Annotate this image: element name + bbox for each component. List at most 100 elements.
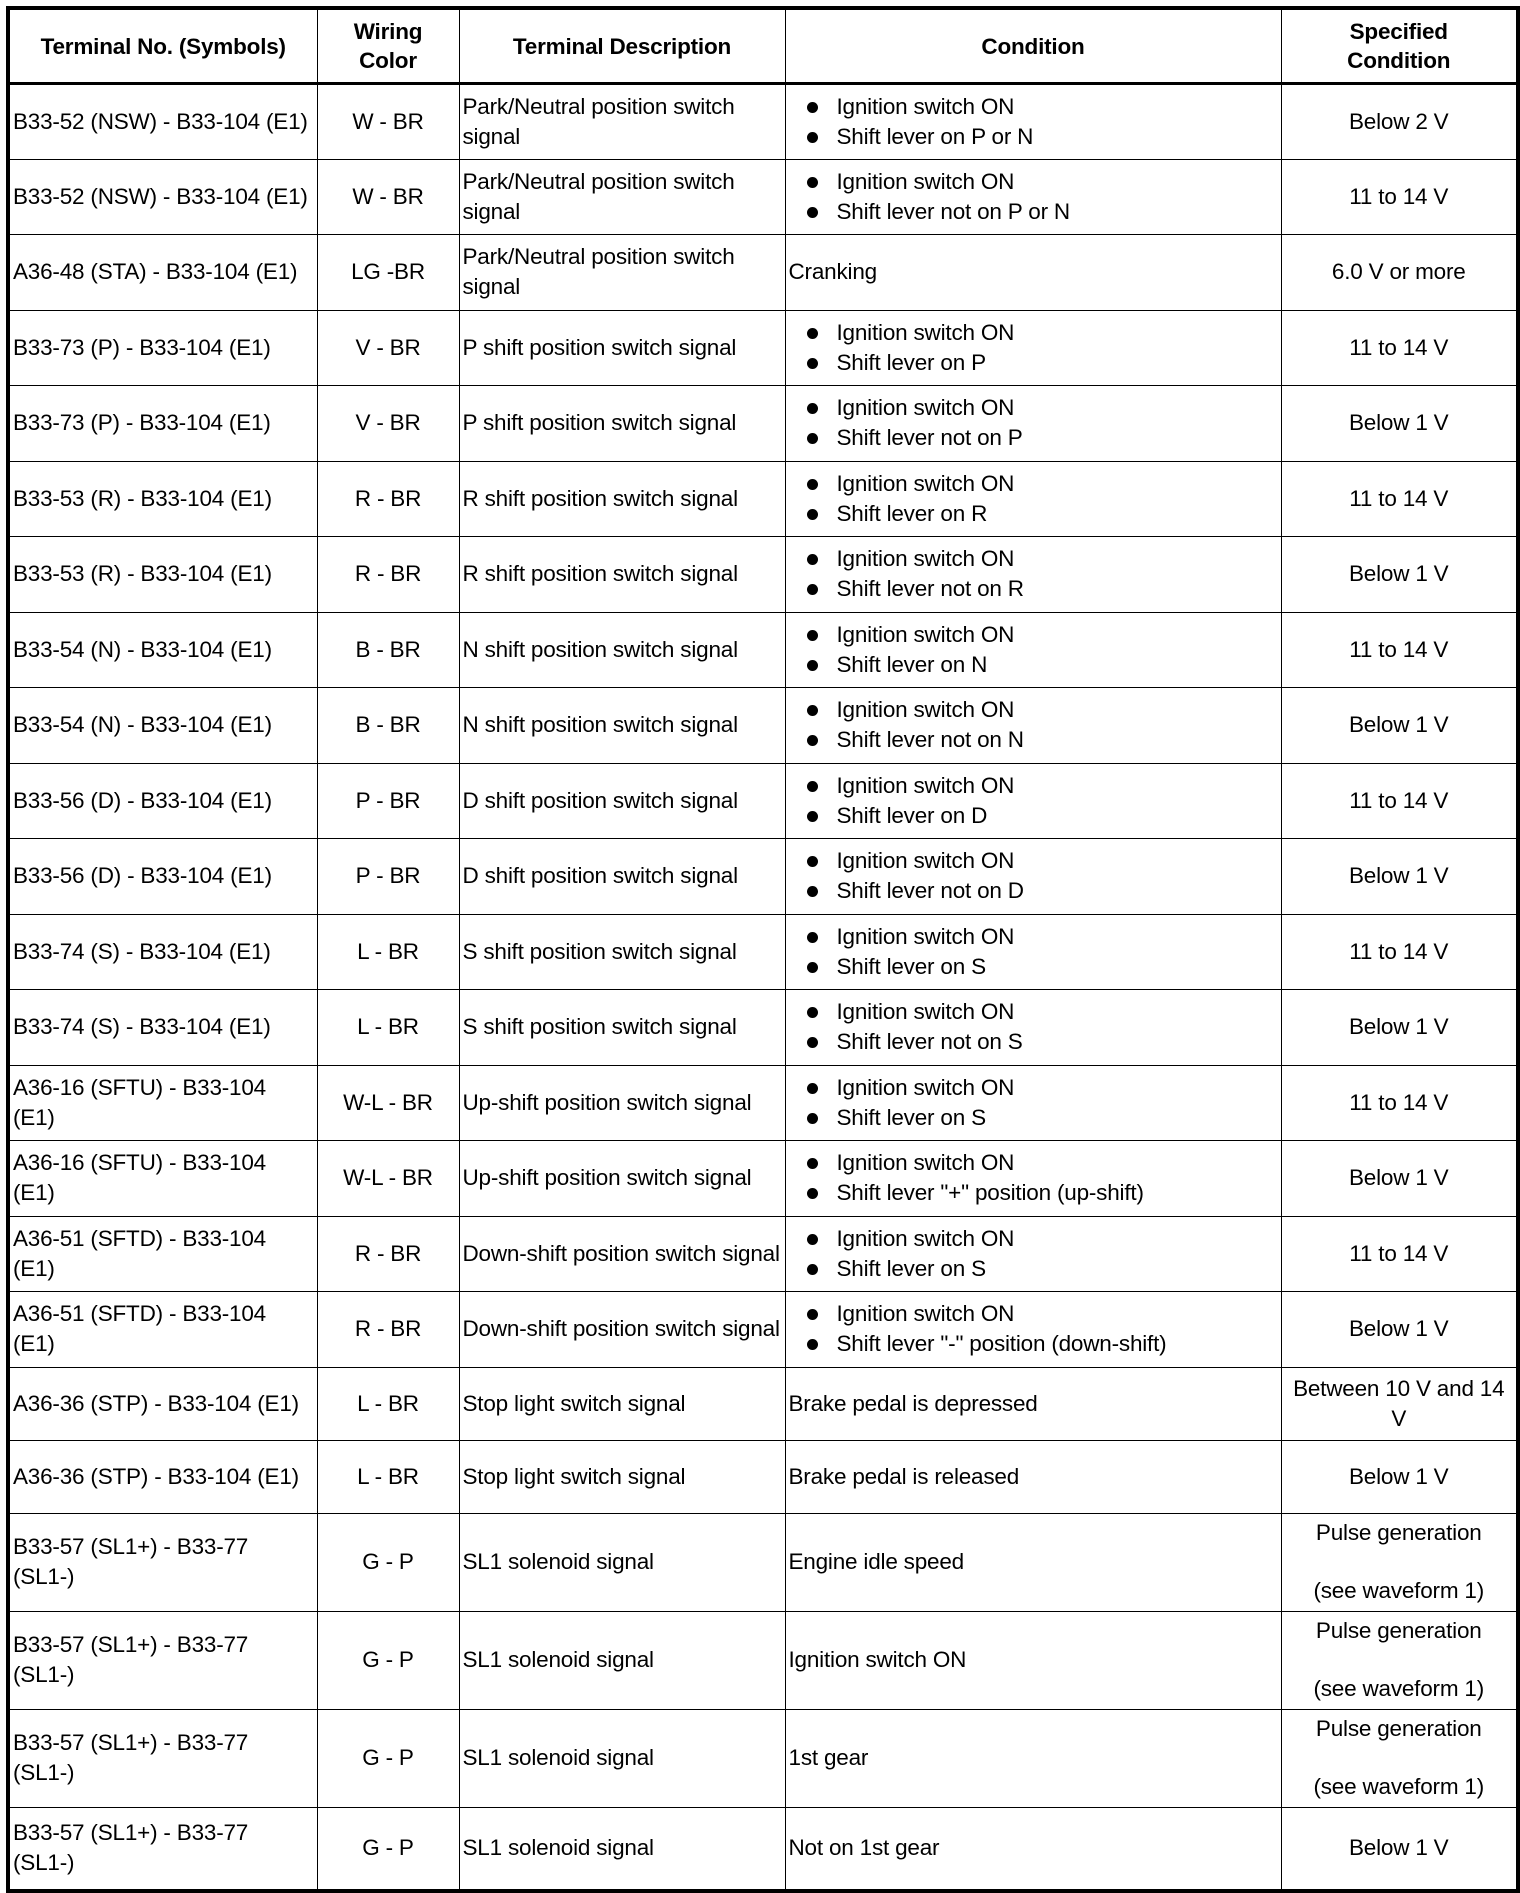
- condition-item: Ignition switch ON: [806, 393, 1278, 423]
- spec-line: (see waveform 1): [1313, 1676, 1485, 1701]
- table-row: B33-56 (D) - B33-104 (E1) P - BR D shift p…: [7, 762, 1519, 839]
- condition-list: Ignition switch ON Shift lever on S: [789, 922, 1278, 982]
- condition-cell: Ignition switch ON Shift lever on P or N: [784, 83, 1282, 160]
- condition-item: Ignition switch ON: [806, 1148, 1278, 1178]
- specified-condition-cell: 11 to 14 V: [1280, 762, 1519, 839]
- description-cell: Up-shift position switch signal: [458, 1064, 786, 1141]
- specified-condition-cell: Below 1 V: [1280, 1439, 1519, 1514]
- spec-line: (see waveform 1): [1313, 1774, 1485, 1799]
- condition-list: Ignition switch ON Shift lever not on R: [789, 544, 1278, 604]
- specified-condition-cell: Between 10 V and 14 V: [1280, 1366, 1519, 1441]
- table-row: B33-73 (P) - B33-104 (E1) V - BR P shift p…: [7, 309, 1519, 386]
- specified-condition-cell: Below 1 V: [1280, 536, 1519, 613]
- specified-condition-cell: 11 to 14 V: [1280, 913, 1519, 990]
- specified-condition-cell: 11 to 14 V: [1280, 611, 1519, 688]
- specified-condition-cell: 11 to 14 V: [1280, 1215, 1519, 1292]
- condition-cell: Ignition switch ON Shift lever not on D: [784, 838, 1282, 915]
- specified-condition-cell: Below 2 V: [1280, 83, 1519, 160]
- condition-item: Shift lever not on P or N: [806, 197, 1278, 227]
- condition-list: Ignition switch ON Shift lever on N: [789, 620, 1278, 680]
- wiring-color-cell: G - P: [316, 1512, 460, 1612]
- table-row: B33-57 (SL1+) - B33-77 (SL1-) G - P SL1 so…: [7, 1610, 1519, 1710]
- spec-line: Pulse generation: [1315, 1716, 1482, 1741]
- condition-item: Shift lever on S: [806, 952, 1278, 982]
- table-row: A36-16 (SFTU) - B33-104 (E1) W-L - BR Up-s…: [7, 1140, 1519, 1217]
- condition-item: Shift lever not on N: [806, 725, 1278, 755]
- description-cell: Up-shift position switch signal: [458, 1140, 786, 1217]
- wiring-color-cell: W - BR: [316, 83, 460, 160]
- header-wiring-color: Wiring Color: [316, 7, 460, 85]
- wiring-color-cell: P - BR: [316, 762, 460, 839]
- terminal-cell: A36-36 (STP) - B33-104 (E1): [7, 1439, 318, 1514]
- description-cell: D shift position switch signal: [458, 838, 786, 915]
- wiring-color-cell: P - BR: [316, 838, 460, 915]
- condition-item: Shift lever "+" position (up-shift): [806, 1178, 1278, 1208]
- condition-item: Ignition switch ON: [806, 92, 1278, 122]
- wiring-color-cell: G - P: [316, 1708, 460, 1808]
- description-cell: N shift position switch signal: [458, 611, 786, 688]
- wiring-color-cell: B - BR: [316, 687, 460, 764]
- condition-item: Ignition switch ON: [806, 997, 1278, 1027]
- condition-item: Shift lever not on R: [806, 574, 1278, 604]
- wiring-color-cell: W - BR: [316, 158, 460, 235]
- condition-item: Shift lever not on P: [806, 423, 1278, 453]
- condition-cell: Ignition switch ON Shift lever "-" positi…: [784, 1291, 1282, 1368]
- table-row: B33-57 (SL1+) - B33-77 (SL1-) G - P SL1 so…: [7, 1806, 1519, 1892]
- specified-condition-cell: Below 1 V: [1280, 989, 1519, 1066]
- header-description: Terminal Description: [458, 7, 786, 85]
- description-cell: SL1 solenoid signal: [458, 1806, 786, 1892]
- specified-condition-cell: Below 1 V: [1280, 1291, 1519, 1368]
- condition-cell: Ignition switch ON Shift lever on D: [784, 762, 1282, 839]
- condition-item: Shift lever not on S: [806, 1027, 1278, 1057]
- table-row: B33-57 (SL1+) - B33-77 (SL1-) G - P SL1 so…: [7, 1512, 1519, 1612]
- condition-cell: Ignition switch ON Shift lever not on P: [784, 385, 1282, 462]
- specified-condition-cell: Below 1 V: [1280, 385, 1519, 462]
- terminal-cell: A36-16 (SFTU) - B33-104 (E1): [7, 1140, 318, 1217]
- condition-cell: 1st gear: [784, 1708, 1282, 1808]
- condition-cell: Ignition switch ON Shift lever not on R: [784, 536, 1282, 613]
- condition-list: Ignition switch ON Shift lever "-" positi…: [789, 1299, 1278, 1359]
- description-cell: Stop light switch signal: [458, 1439, 786, 1514]
- condition-list: Ignition switch ON Shift lever on D: [789, 771, 1278, 831]
- condition-item: Shift lever not on D: [806, 876, 1278, 906]
- condition-cell: Brake pedal is released: [784, 1439, 1282, 1514]
- specified-condition-cell: 11 to 14 V: [1280, 1064, 1519, 1141]
- condition-list: Ignition switch ON Shift lever on S: [789, 1073, 1278, 1133]
- description-cell: S shift position switch signal: [458, 989, 786, 1066]
- condition-item: Ignition switch ON: [806, 1073, 1278, 1103]
- table-row: B33-54 (N) - B33-104 (E1) B - BR N shift p…: [7, 687, 1519, 764]
- spec-line: Pulse generation: [1315, 1618, 1482, 1643]
- description-cell: Down-shift position switch signal: [458, 1215, 786, 1292]
- spec-line: (see waveform 1): [1313, 1578, 1485, 1603]
- condition-item: Shift lever on R: [806, 499, 1278, 529]
- condition-item: Ignition switch ON: [806, 922, 1278, 952]
- table-row: A36-51 (SFTD) - B33-104 (E1) R - BR Down-s…: [7, 1215, 1519, 1292]
- condition-cell: Ignition switch ON Shift lever not on P o…: [784, 158, 1282, 235]
- condition-item: Shift lever on S: [806, 1254, 1278, 1284]
- condition-cell: Ignition switch ON Shift lever on S: [784, 1064, 1282, 1141]
- description-cell: P shift position switch signal: [458, 385, 786, 462]
- header-terminal: Terminal No. (Symbols): [7, 7, 318, 85]
- condition-item: Ignition switch ON: [806, 318, 1278, 348]
- description-cell: Park/Neutral position switch signal: [458, 234, 786, 311]
- condition-item: Ignition switch ON: [806, 771, 1278, 801]
- wiring-color-cell: W-L - BR: [316, 1064, 460, 1141]
- description-cell: Park/Neutral position switch signal: [458, 83, 786, 160]
- condition-item: Ignition switch ON: [806, 846, 1278, 876]
- terminal-cell: A36-48 (STA) - B33-104 (E1): [7, 234, 318, 311]
- condition-item: Shift lever on P: [806, 348, 1278, 378]
- condition-list: Ignition switch ON Shift lever on R: [789, 469, 1278, 529]
- condition-cell: Ignition switch ON: [784, 1610, 1282, 1710]
- table-row: B33-52 (NSW) - B33-104 (E1) W - BR Park/Ne…: [7, 158, 1519, 235]
- condition-list: Ignition switch ON Shift lever not on S: [789, 997, 1278, 1057]
- condition-cell: Ignition switch ON Shift lever on R: [784, 460, 1282, 537]
- description-cell: D shift position switch signal: [458, 762, 786, 839]
- description-cell: S shift position switch signal: [458, 913, 786, 990]
- spec-line: Pulse generation: [1315, 1520, 1482, 1545]
- condition-list: Ignition switch ON Shift lever "+" positi…: [789, 1148, 1278, 1208]
- wiring-color-cell: R - BR: [316, 536, 460, 613]
- table-row: B33-74 (S) - B33-104 (E1) L - BR S shift p…: [7, 989, 1519, 1066]
- condition-item: Ignition switch ON: [806, 1224, 1278, 1254]
- condition-cell: Ignition switch ON Shift lever not on S: [784, 989, 1282, 1066]
- table-row: B33-73 (P) - B33-104 (E1) V - BR P shift p…: [7, 385, 1519, 462]
